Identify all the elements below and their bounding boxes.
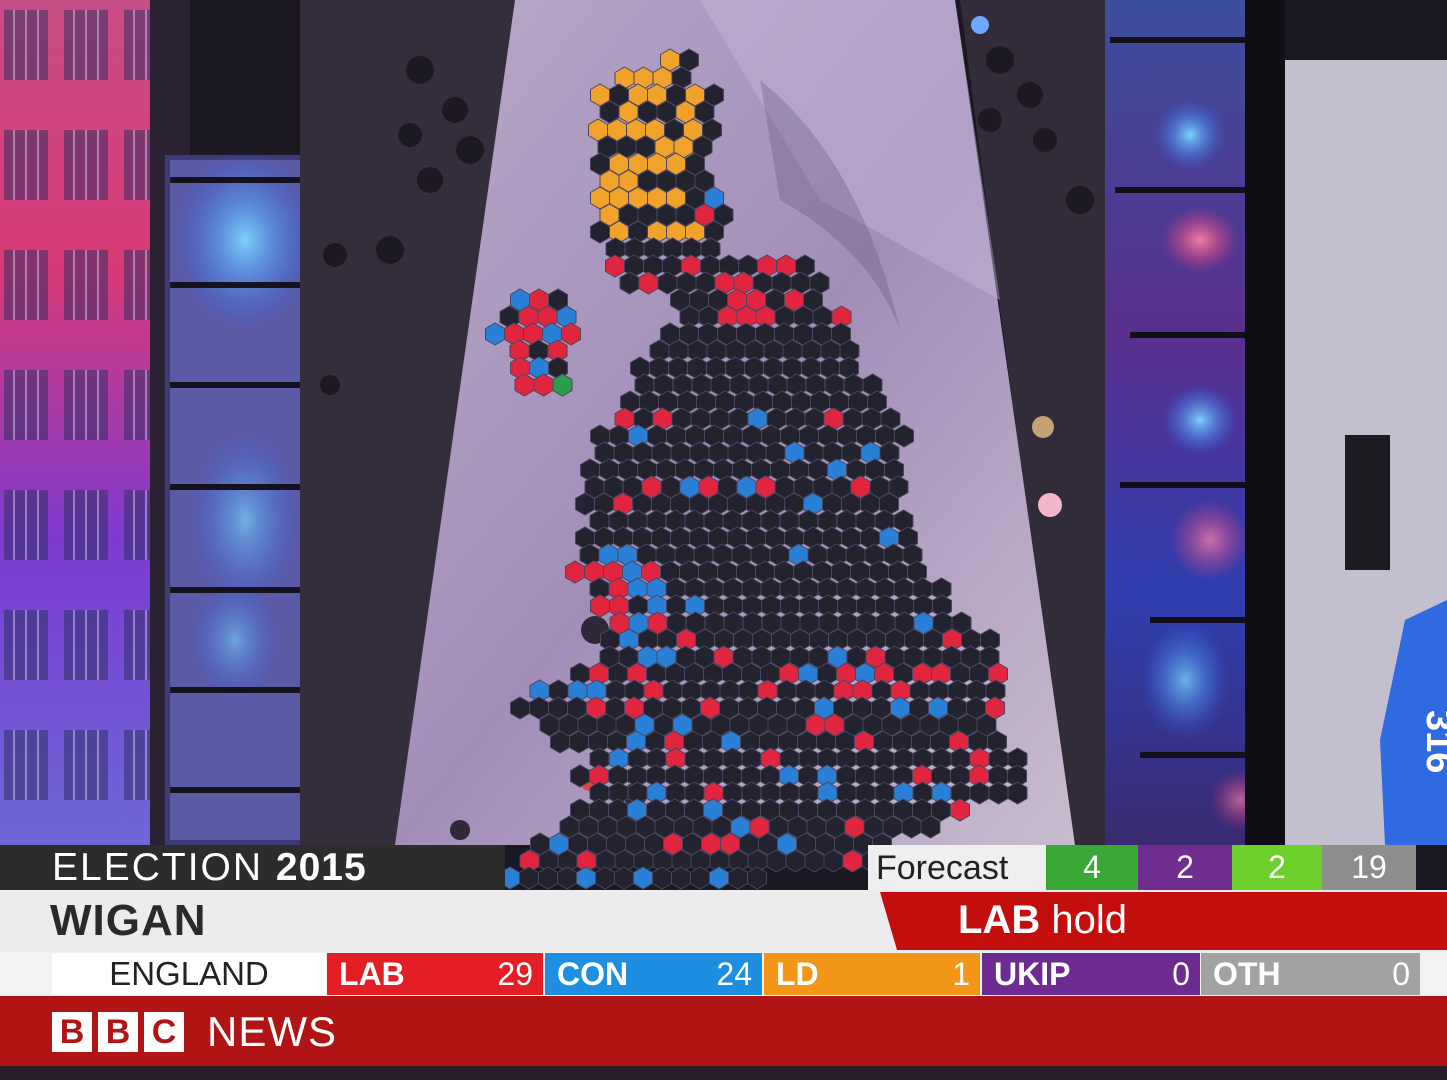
tally-ld: LD 1	[764, 953, 980, 995]
map-hexagon	[894, 424, 914, 448]
region-box	[52, 953, 326, 995]
programme-title-strip	[0, 845, 505, 890]
map-hexagon	[920, 815, 941, 839]
result-box	[880, 892, 1447, 950]
constituency-name: WIGAN	[50, 896, 207, 945]
map-hexagon	[950, 798, 970, 822]
map-hexagon	[552, 373, 573, 397]
channel-branding-strip	[0, 996, 1447, 1066]
forecast-value-2: 2	[1176, 849, 1194, 885]
bottom-edge	[0, 1066, 1447, 1080]
programme-title-word: ELECTION	[52, 846, 264, 889]
forecast-label: Forecast	[876, 849, 1009, 887]
forecast-cell-4: 19	[1322, 845, 1416, 890]
forecast-cell-1: 4	[1046, 845, 1138, 890]
tally-con: CON 24	[545, 953, 762, 995]
tally-ukip: UKIP 0	[982, 953, 1200, 995]
forecast-value-1: 4	[1083, 849, 1101, 885]
programme-year: 2015	[275, 846, 367, 889]
map-hexagon	[747, 866, 767, 890]
tally-oth: OTH 0	[1201, 953, 1420, 995]
channel-name: NEWS	[207, 1008, 337, 1055]
map-hexagon	[1007, 781, 1028, 805]
result-party: LAB	[958, 898, 1041, 942]
bbc-logo-block: B	[98, 1012, 138, 1052]
tally-party-seats: 0	[1172, 956, 1190, 992]
tally-party-seats: 29	[497, 956, 533, 992]
map-hexagon	[561, 322, 581, 346]
tally-party-name: UKIP	[994, 956, 1071, 992]
tally-party-name: LAB	[339, 956, 405, 992]
hexagon-election-map	[485, 48, 1028, 890]
forecast-cell-3: 2	[1232, 845, 1322, 890]
tally-party-name: LD	[776, 956, 819, 992]
tally-party-seats: 24	[716, 956, 752, 992]
bbc-logo-block: B	[52, 1012, 92, 1052]
bbc-logo-block: C	[144, 1012, 184, 1052]
tally-party-name: CON	[557, 956, 629, 992]
tally-lab: LAB 29	[327, 953, 543, 995]
result-label: LAB hold	[958, 894, 1127, 946]
tally-party-name: OTH	[1213, 956, 1281, 992]
result-status: hold	[1051, 898, 1127, 942]
forecast-value-3: 2	[1268, 849, 1286, 885]
tally-party-seats: 1	[952, 956, 970, 992]
video-wall-number: 316	[1418, 710, 1447, 773]
programme-title: ELECTION 2015	[52, 847, 367, 889]
forecast-value-4: 19	[1351, 849, 1387, 885]
region-label: ENGLAND	[109, 955, 269, 992]
forecast-label-box	[868, 845, 1046, 890]
forecast-cell-2: 2	[1138, 845, 1232, 890]
tally-party-seats: 0	[1392, 956, 1410, 992]
